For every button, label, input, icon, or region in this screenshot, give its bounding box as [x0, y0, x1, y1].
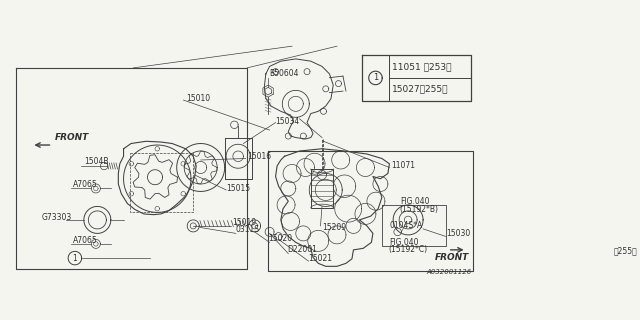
Text: 0104S*A: 0104S*A [389, 221, 422, 230]
Text: 15030: 15030 [446, 229, 470, 238]
Text: (15192*B): (15192*B) [399, 205, 438, 214]
Text: 15010: 15010 [186, 94, 210, 103]
Text: (15192*C): (15192*C) [388, 245, 427, 254]
Text: A7065: A7065 [74, 236, 98, 245]
Text: FIG.040: FIG.040 [401, 197, 430, 206]
Text: FRONT: FRONT [435, 253, 468, 262]
Text: FIG.040: FIG.040 [389, 238, 419, 247]
Text: 11071: 11071 [391, 162, 415, 171]
Text: 0311S: 0311S [236, 225, 260, 234]
Text: 15015: 15015 [226, 184, 250, 193]
Text: D22001: D22001 [287, 245, 317, 254]
Text: 15209: 15209 [322, 223, 346, 232]
Text: 15034: 15034 [276, 116, 300, 125]
Text: FRONT: FRONT [54, 133, 89, 142]
Text: 15027〈255〉: 15027〈255〉 [392, 84, 449, 93]
Text: 11051 〈253〉: 11051 〈253〉 [392, 63, 452, 72]
Text: 15019: 15019 [232, 218, 256, 227]
Text: G73303: G73303 [41, 213, 72, 222]
Text: 〈255〉: 〈255〉 [614, 247, 638, 256]
Text: B50604: B50604 [269, 68, 299, 78]
Text: A032001126: A032001126 [426, 269, 472, 275]
Text: 1: 1 [373, 73, 378, 83]
Text: 15020: 15020 [268, 234, 292, 243]
Text: 1: 1 [72, 253, 77, 263]
Text: 15021: 15021 [308, 254, 333, 263]
Text: 1504B: 1504B [84, 157, 108, 166]
Text: A7065: A7065 [74, 180, 98, 189]
Text: 15016: 15016 [247, 152, 271, 161]
